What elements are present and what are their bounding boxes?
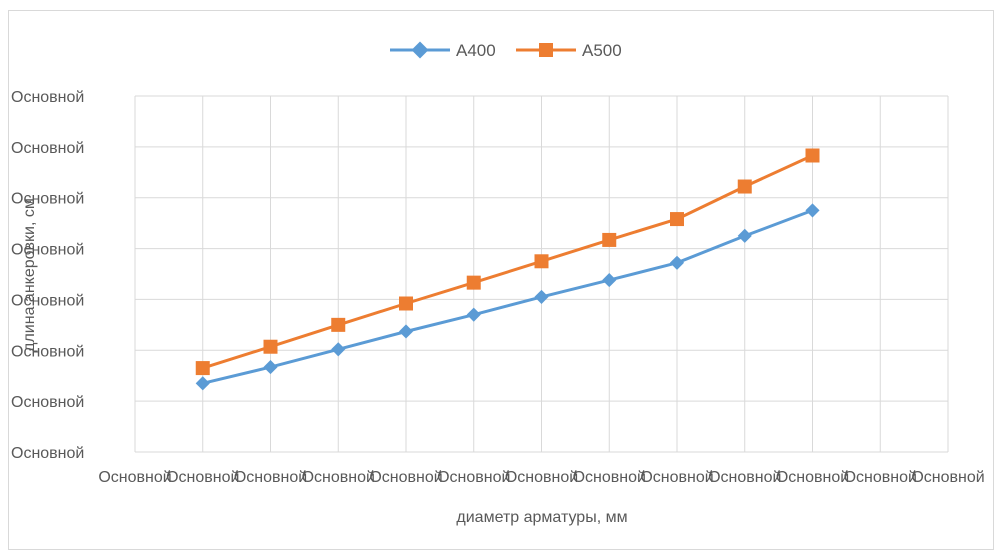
x-tick-label: Основной <box>505 469 578 486</box>
y-tick-label: Основной <box>11 89 84 106</box>
legend-item-a400: А400 <box>390 41 496 60</box>
data-point-a400 <box>805 203 820 218</box>
x-tick-labels: ОсновнойОсновнойОсновнойОсновнойОсновной… <box>98 469 984 486</box>
x-tick-label: Основной <box>369 469 442 486</box>
x-tick-label: Основной <box>911 469 984 486</box>
data-point-a400 <box>737 228 752 243</box>
legend-item-a500: А500 <box>516 41 622 60</box>
data-point-a500 <box>466 275 481 290</box>
x-tick-label: Основной <box>640 469 713 486</box>
y-tick-label: Основной <box>11 394 84 411</box>
y-axis-title: длина анкеровки, см <box>21 198 38 352</box>
x-tick-label: Основной <box>166 469 239 486</box>
series-line-a500 <box>202 154 814 370</box>
y-tick-labels: Основной Основной Основной Основной Основной… <box>11 89 84 462</box>
data-point-a500 <box>263 339 278 354</box>
data-point-a500 <box>737 179 752 194</box>
data-point-a400 <box>195 376 210 391</box>
data-point-a400 <box>331 342 346 357</box>
chart-frame <box>8 10 994 550</box>
legend-marker-a500 <box>539 43 553 57</box>
x-tick-label: Основной <box>573 469 646 486</box>
x-tick-label: Основной <box>302 469 375 486</box>
data-point-a500 <box>331 317 346 332</box>
x-tick-label: Основной <box>98 469 171 486</box>
data-point-a500 <box>805 148 820 163</box>
data-point-a500 <box>534 254 549 269</box>
x-tick-label: Основной <box>708 469 781 486</box>
series-layer <box>195 148 820 391</box>
data-point-a500 <box>602 232 617 247</box>
y-tick-label: Основной <box>11 191 84 208</box>
legend-marker-a400 <box>411 41 429 59</box>
y-tick-label: Основной <box>11 242 84 259</box>
x-tick-label: Основной <box>234 469 307 486</box>
x-tick-label: Основной <box>844 469 917 486</box>
y-tick-label: Основной <box>11 343 84 360</box>
data-point-a400 <box>602 273 617 288</box>
grid <box>134 95 949 453</box>
legend-label-a400: А400 <box>456 41 496 60</box>
legend: А400 А500 <box>390 41 622 60</box>
data-point-a400 <box>398 324 414 339</box>
data-point-a400 <box>669 255 685 270</box>
y-tick-label: Основной <box>11 445 84 462</box>
data-point-a400 <box>466 307 481 322</box>
legend-label-a500: А500 <box>582 41 622 60</box>
y-tick-label: Основной <box>11 140 84 157</box>
data-point-a400 <box>263 359 278 375</box>
data-point-a500 <box>195 361 210 376</box>
data-point-a500 <box>399 296 413 311</box>
y-tick-label: Основной <box>11 292 84 309</box>
series-line-a400 <box>202 208 814 385</box>
data-point-a500 <box>670 212 684 227</box>
x-tick-label: Основной <box>437 469 510 486</box>
data-point-a400 <box>534 289 549 304</box>
x-axis-title: диаметр арматуры, мм <box>456 509 627 526</box>
x-tick-label: Основной <box>776 469 849 486</box>
